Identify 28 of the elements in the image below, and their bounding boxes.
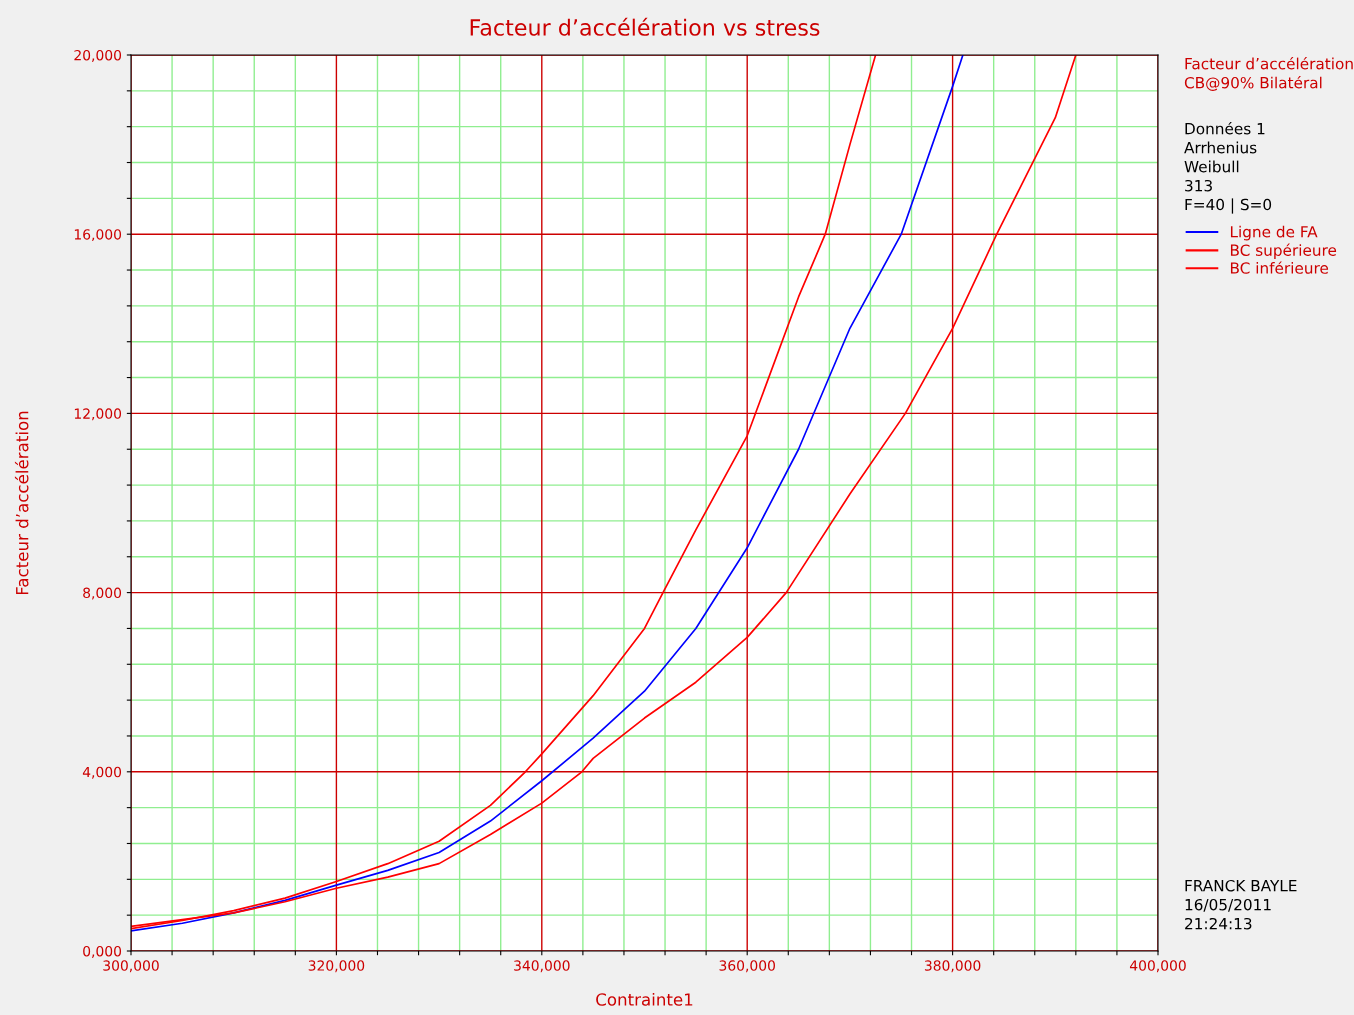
y-tick-label: 4,000 [82, 766, 122, 779]
y-tick-label: 20,000 [74, 49, 122, 62]
text: 313 [1185, 179, 1212, 192]
text: F=40 | S=0 [1185, 198, 1272, 214]
text: CB@90% Bilatéral [1184, 76, 1322, 91]
legend-label: Ligne de FA [1230, 225, 1318, 241]
y-tick-label: 0,000 [83, 945, 122, 958]
text: Arrhenius [1184, 141, 1257, 154]
y-tick-label: 12,000 [74, 408, 122, 421]
text: Données 1 [1185, 122, 1265, 135]
x-axis-title: Contrainte1 [596, 992, 693, 1006]
y-tick-label: 16,000 [74, 229, 122, 242]
text: Weibull [1184, 160, 1239, 173]
x-tick-label: 380,000 [924, 960, 981, 973]
y-axis-title: Facteur d’accélération [14, 411, 29, 595]
y-tick-label: 8,000 [83, 587, 122, 600]
text: 21:24:13 [1185, 917, 1252, 930]
text: Facteur d’accélération [1185, 57, 1353, 70]
x-tick-label: 360,000 [719, 960, 775, 973]
x-tick-label: 300,000 [103, 960, 159, 973]
legend-label: BC inférieure [1230, 261, 1329, 274]
x-tick-label: 340,000 [514, 960, 570, 973]
x-tick-label: 320,000 [308, 960, 365, 973]
x-tick-label: 400,000 [1129, 960, 1186, 973]
legend-label: BC supérieure [1230, 243, 1337, 259]
chart-title: Facteur d’accélération vs stress [470, 17, 820, 36]
text: 16/05/2011 [1185, 898, 1271, 912]
text: FRANCK BAYLE [1185, 879, 1297, 892]
